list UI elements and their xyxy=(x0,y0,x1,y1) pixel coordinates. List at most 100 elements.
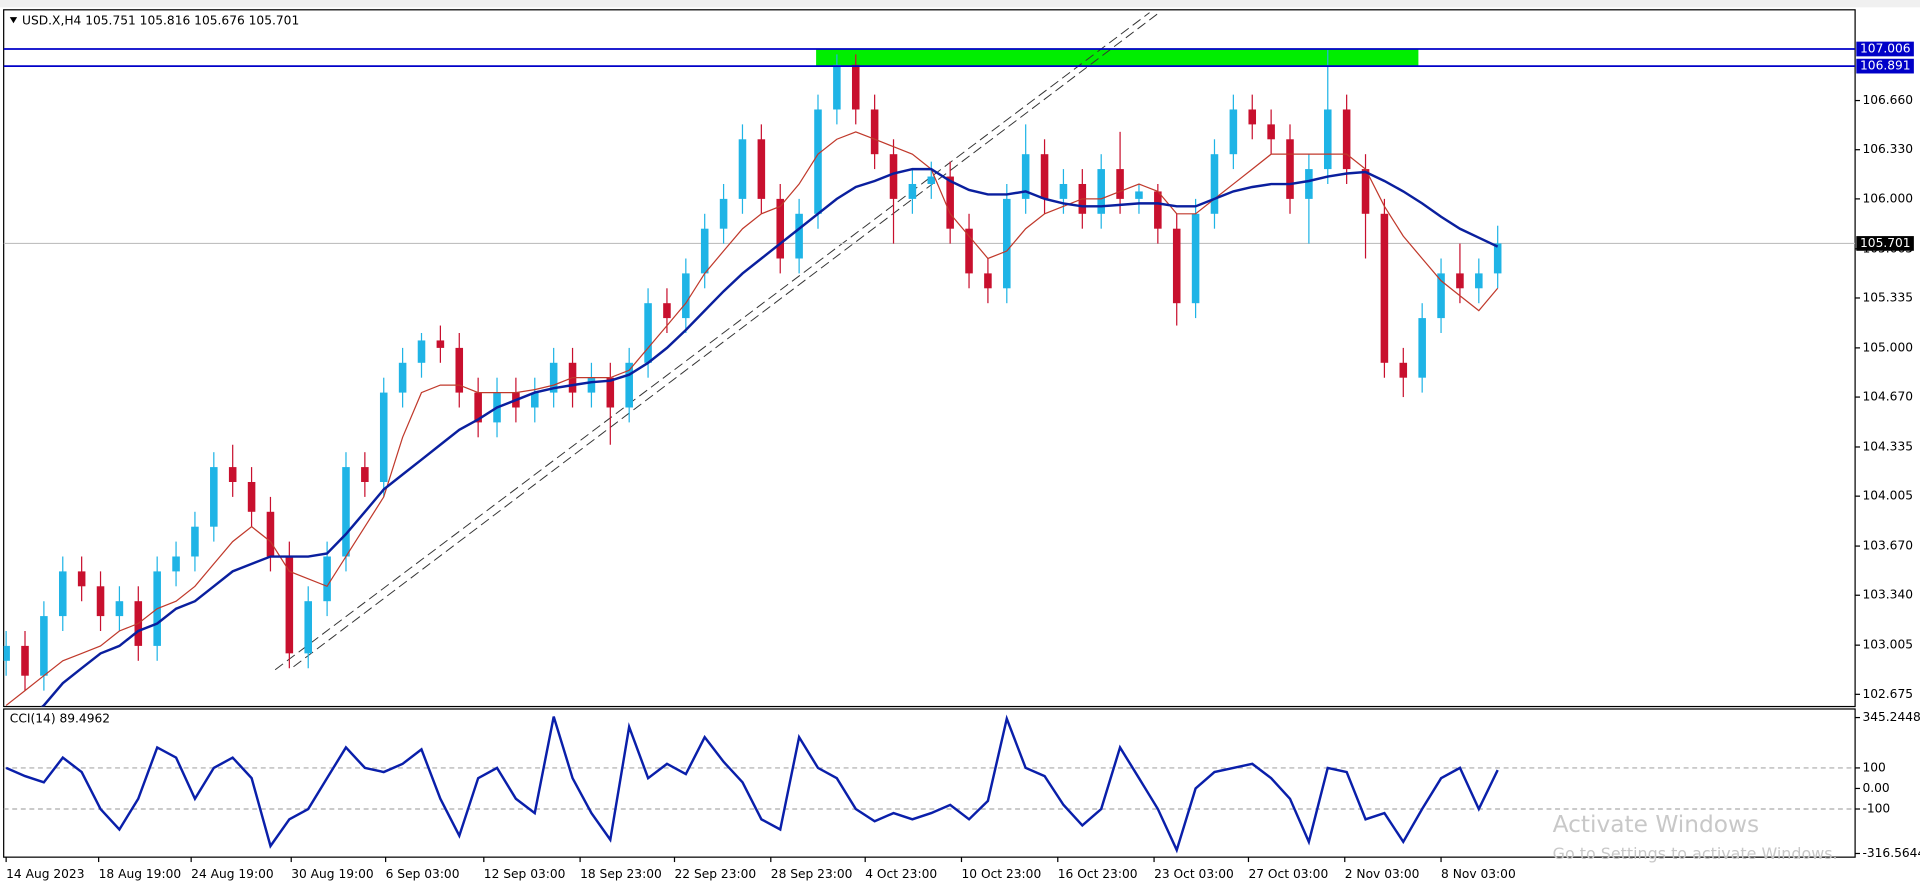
main-plot xyxy=(3,12,1856,707)
cci-frame xyxy=(3,708,1856,858)
candle-body xyxy=(1323,109,1332,170)
candle-body xyxy=(1267,124,1275,140)
candle-body xyxy=(1399,362,1408,378)
watermark-title: Activate Windows xyxy=(1553,811,1759,838)
candle-body xyxy=(700,228,709,274)
candle-body xyxy=(228,467,237,482)
candle-body xyxy=(1021,154,1030,199)
candle-body xyxy=(323,556,331,602)
candle-body xyxy=(1493,243,1502,274)
candle-body xyxy=(965,228,973,274)
y-tick-label: 105.000 xyxy=(1862,340,1913,354)
x-tick-label: 4 Oct 23:00 xyxy=(865,867,937,881)
x-tick-label: 2 Nov 03:00 xyxy=(1345,867,1420,881)
y-tick-label: 103.005 xyxy=(1862,638,1913,652)
candle-body xyxy=(587,377,596,393)
y-tick-label: 104.670 xyxy=(1862,390,1913,404)
x-tick-label: 18 Aug 19:00 xyxy=(99,867,182,881)
candle-body xyxy=(663,303,671,319)
candle-body xyxy=(1116,169,1124,199)
candle-body xyxy=(927,176,936,184)
candle-body xyxy=(40,616,48,676)
x-tick-label: 6 Sep 03:00 xyxy=(386,867,460,881)
candle-body xyxy=(3,645,10,661)
candle-body xyxy=(946,176,954,229)
candle-body xyxy=(549,362,558,393)
candle-body xyxy=(304,601,312,654)
candle-body xyxy=(795,213,803,259)
level-label: 107.006 xyxy=(1860,41,1911,55)
candle-body xyxy=(776,198,785,259)
candle-body xyxy=(115,601,124,617)
y-tick-label: -316.5644 xyxy=(1862,846,1920,860)
candle-body xyxy=(757,139,766,199)
candle-body xyxy=(1172,228,1181,304)
candle-body xyxy=(1040,154,1049,199)
candle-body xyxy=(455,347,464,393)
y-tick-label: 345.2448 xyxy=(1862,710,1920,724)
candle-body xyxy=(1475,273,1483,289)
candle-body xyxy=(210,467,218,527)
candle-body xyxy=(96,586,105,617)
trend-line xyxy=(293,12,1160,668)
candle-body xyxy=(342,467,350,557)
x-tick-label: 8 Nov 03:00 xyxy=(1441,867,1516,881)
x-tick-label: 24 Aug 19:00 xyxy=(191,867,274,881)
candle-body xyxy=(1229,109,1238,155)
candle-body xyxy=(1154,191,1162,229)
candle-body xyxy=(984,273,992,289)
candle-body xyxy=(908,183,917,199)
cci-line xyxy=(5,714,1499,854)
candle-body xyxy=(191,526,199,557)
candle-body xyxy=(644,303,652,363)
y-tick-label: 103.670 xyxy=(1862,539,1913,553)
x-tick-label: 18 Sep 23:00 xyxy=(580,867,662,881)
x-tick-label: 12 Sep 03:00 xyxy=(484,867,566,881)
x-tick-label: 28 Sep 23:00 xyxy=(771,867,853,881)
candle-body xyxy=(531,392,539,408)
y-tick-label: 106.000 xyxy=(1862,191,1913,205)
candle-body xyxy=(361,467,369,482)
candle-body xyxy=(851,64,860,110)
y-tick-label: -100 xyxy=(1862,802,1890,816)
candle-body xyxy=(398,362,407,393)
cci-title: CCI(14) 89.4962 xyxy=(10,711,110,725)
y-tick-label: 104.005 xyxy=(1862,489,1913,503)
y-tick-label: 0.00 xyxy=(1862,781,1889,795)
candle-body xyxy=(266,511,275,557)
candle-body xyxy=(417,340,426,363)
candle-body xyxy=(1248,109,1257,125)
toolbar-strip xyxy=(0,0,1920,8)
axes: 106.660106.330106.000105.665105.335105.0… xyxy=(5,41,1920,881)
main-frame xyxy=(3,9,1856,708)
y-tick-label: 100 xyxy=(1862,760,1885,774)
candle-body xyxy=(1456,273,1464,289)
candle-body xyxy=(1135,191,1143,199)
candle-body xyxy=(172,556,180,572)
x-tick-label: 14 Aug 2023 xyxy=(6,867,84,881)
candle-body xyxy=(1191,213,1200,304)
candle-body xyxy=(1361,169,1370,214)
x-tick-label: 10 Oct 23:00 xyxy=(961,867,1041,881)
price-label: 105.701 xyxy=(1860,236,1911,250)
x-tick-label: 16 Oct 23:00 xyxy=(1058,867,1138,881)
candle-body xyxy=(247,481,256,512)
candle-body xyxy=(738,139,747,199)
y-tick-label: 106.330 xyxy=(1862,142,1913,156)
level-label-box xyxy=(1856,41,1914,57)
watermark-subtitle: Go to Settings to activate Windows. xyxy=(1553,844,1838,863)
x-tick-label: 30 Aug 19:00 xyxy=(291,867,374,881)
candle-body xyxy=(379,392,388,482)
candle-body xyxy=(1437,273,1445,319)
candle-body xyxy=(285,556,294,654)
candle-body xyxy=(21,645,29,676)
candle-body xyxy=(1418,318,1426,378)
y-tick-label: 106.660 xyxy=(1862,93,1913,107)
candle-body xyxy=(889,154,898,199)
y-tick-label: 103.340 xyxy=(1862,588,1913,602)
candle-body xyxy=(1059,183,1068,199)
candle-body xyxy=(1210,154,1219,214)
x-tick-label: 27 Oct 03:00 xyxy=(1248,867,1328,881)
candle-body xyxy=(682,273,690,319)
